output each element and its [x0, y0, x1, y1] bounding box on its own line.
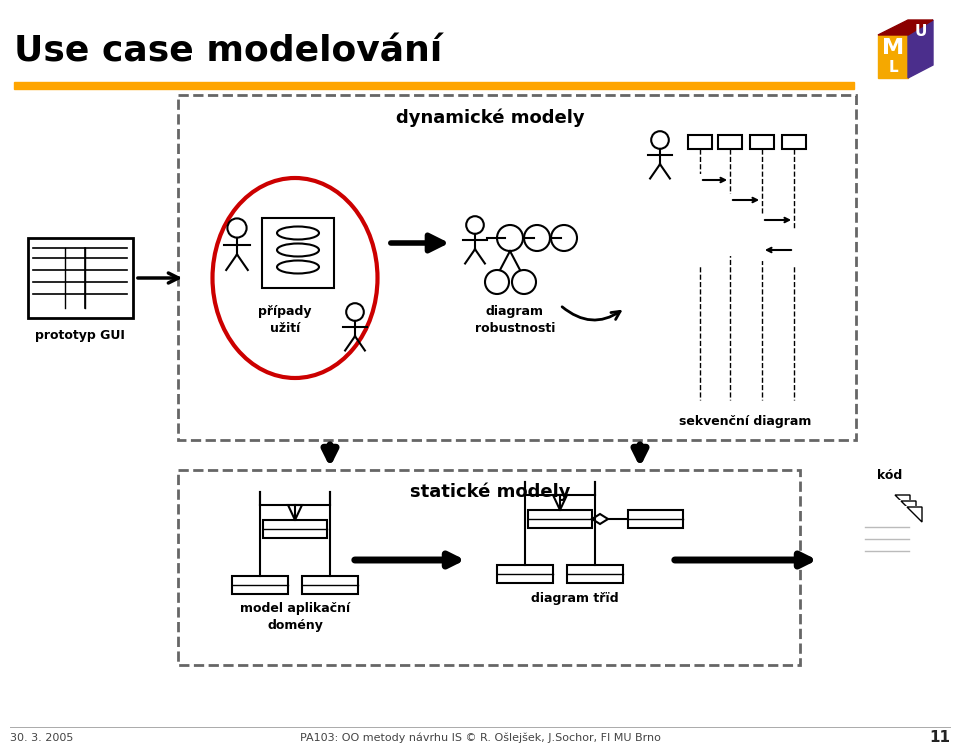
Bar — [725, 195, 735, 255]
Bar — [852, 507, 922, 587]
Bar — [263, 520, 327, 538]
Text: Use case modelování: Use case modelování — [14, 35, 443, 69]
Bar — [528, 510, 592, 528]
Text: případy
užití: případy užití — [258, 305, 312, 335]
Text: kód: kód — [877, 469, 902, 482]
Bar — [840, 495, 910, 575]
Text: M: M — [882, 38, 904, 58]
Polygon shape — [878, 35, 908, 78]
Bar — [497, 565, 553, 583]
Bar — [628, 510, 683, 528]
Bar — [567, 565, 623, 583]
Polygon shape — [878, 20, 933, 35]
Bar — [789, 230, 799, 265]
Bar — [782, 135, 806, 149]
Bar — [688, 135, 712, 149]
Bar — [28, 238, 133, 318]
Bar — [718, 135, 742, 149]
Bar — [750, 135, 774, 149]
Polygon shape — [908, 20, 933, 78]
Text: PA103: OO metody návrhu IS © R. Ošlejšek, J.Sochor, FI MU Brno: PA103: OO metody návrhu IS © R. Ošlejšek… — [300, 733, 660, 743]
Bar — [846, 501, 916, 581]
Bar — [695, 175, 705, 265]
Text: L: L — [888, 61, 898, 76]
Text: diagram
robustnosti: diagram robustnosti — [475, 305, 555, 335]
Bar — [262, 218, 334, 288]
Bar — [178, 470, 800, 665]
Text: sekvenční diagram: sekvenční diagram — [679, 415, 811, 428]
Text: statické modely: statické modely — [410, 483, 570, 501]
Text: U: U — [915, 25, 927, 40]
Bar — [14, 82, 854, 89]
Text: 30. 3. 2005: 30. 3. 2005 — [10, 733, 73, 743]
Text: diagram třïd: diagram třïd — [531, 592, 619, 605]
Text: model aplikační
domény: model aplikační domény — [240, 602, 350, 632]
Text: 11: 11 — [929, 730, 950, 746]
Bar — [232, 576, 288, 594]
Text: dynamické modely: dynamické modely — [396, 109, 585, 128]
Bar — [178, 95, 856, 440]
Text: prototyp GUI: prototyp GUI — [36, 329, 125, 343]
Bar — [757, 215, 767, 260]
Bar — [302, 576, 358, 594]
